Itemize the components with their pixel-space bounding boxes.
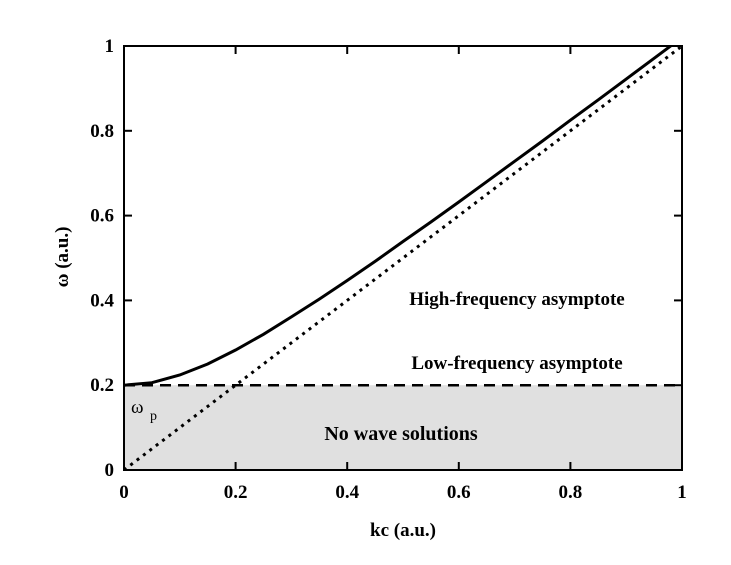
omega-p-subscript: p — [150, 409, 157, 424]
x-tick-label: 0 — [119, 482, 129, 503]
high-frequency-annotation: High-frequency asymptote — [409, 289, 625, 310]
x-tick-label: 0.2 — [224, 482, 248, 503]
data-marks — [124, 46, 682, 470]
low-frequency-annotation: Low-frequency asymptote — [411, 353, 622, 374]
plot-frame — [123, 45, 683, 471]
no-wave-annotation: No wave solutions — [324, 423, 478, 445]
y-tick-label: 0.8 — [90, 121, 114, 142]
omega-p-label: ω — [131, 397, 144, 418]
y-tick-label: 0.4 — [90, 290, 114, 311]
high-frequency-asymptote-line — [124, 46, 682, 470]
x-tick-label: 0.8 — [559, 482, 583, 503]
axes: 0 0.2 0.4 0.6 0.8 1 0 0.2 0.4 0.6 0.8 1 — [90, 36, 687, 503]
x-axis-label: kc (a.u.) — [370, 520, 436, 541]
y-tick-label: 0 — [105, 460, 115, 481]
y-tick-label: 0.2 — [90, 375, 114, 396]
y-tick-label: 0.6 — [90, 206, 114, 227]
x-tick-label: 1 — [677, 482, 687, 503]
dispersion-curve — [124, 46, 674, 387]
labels: kc (a.u.) ω (a.u.) High-frequency asympt… — [52, 227, 625, 541]
y-tick-label: 1 — [105, 36, 115, 57]
x-tick-label: 0.6 — [447, 482, 471, 503]
x-tick-label: 0.4 — [335, 482, 359, 503]
y-axis-label: ω (a.u.) — [52, 227, 73, 288]
no-wave-shaded-region — [124, 385, 682, 470]
plot-area — [124, 385, 682, 470]
